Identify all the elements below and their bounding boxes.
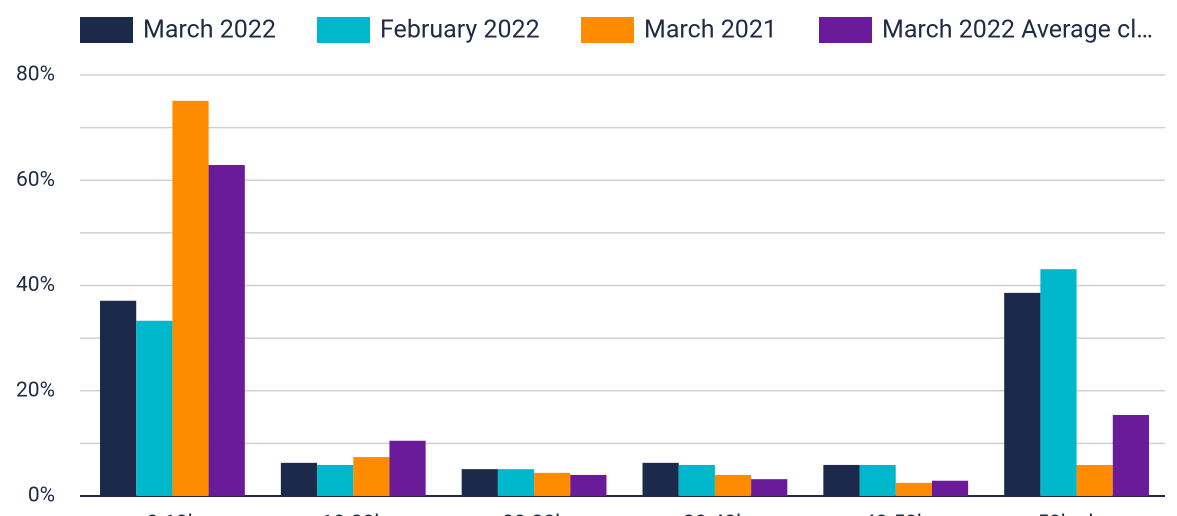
- bar: [497, 469, 535, 496]
- bar: [1076, 464, 1113, 496]
- legend-swatch: [581, 17, 634, 43]
- x-tick-label: 30-40k: [683, 512, 747, 516]
- legend-label: February 2022: [380, 16, 540, 45]
- bar: [172, 100, 209, 496]
- bar: [642, 462, 679, 496]
- y-tick-label: 80%: [16, 63, 55, 87]
- bar: [1040, 269, 1077, 496]
- bar: [714, 474, 752, 496]
- y-tick-label: 40%: [16, 273, 55, 297]
- bar: [353, 457, 390, 496]
- legend-label: March 2021: [644, 16, 777, 45]
- bar: [678, 464, 715, 496]
- bar: [895, 482, 932, 496]
- x-tick-label: 10-20k: [321, 512, 385, 516]
- bar: [751, 479, 788, 496]
- bar: [1112, 414, 1149, 496]
- y-tick-label: 20%: [16, 378, 55, 402]
- legend-swatch: [317, 17, 370, 43]
- legend-label: March 2022: [143, 16, 276, 45]
- bar: [136, 320, 173, 496]
- bar: [317, 464, 354, 496]
- bar: [859, 464, 896, 496]
- bar: [570, 474, 607, 496]
- bar: [280, 462, 318, 496]
- bar: [389, 440, 426, 496]
- bar: [208, 164, 245, 496]
- legend-label: March 2022 Average cl…: [882, 16, 1153, 45]
- bar: [534, 472, 571, 496]
- x-tick-label: 0-10k: [146, 512, 198, 516]
- legend-swatch: [819, 17, 872, 43]
- y-tick-label: 0%: [28, 484, 55, 508]
- bar: [1004, 292, 1041, 496]
- bar: [823, 464, 860, 496]
- y-tick-label: 60%: [16, 168, 55, 192]
- x-tick-label: 40-50k: [864, 512, 928, 516]
- x-tick-label: 20-30k: [502, 512, 566, 516]
- bar: [931, 480, 969, 496]
- x-tick-label: 50k plus: [1037, 512, 1116, 516]
- legend-swatch: [80, 17, 133, 43]
- bar: [461, 469, 498, 496]
- bar: [100, 300, 137, 496]
